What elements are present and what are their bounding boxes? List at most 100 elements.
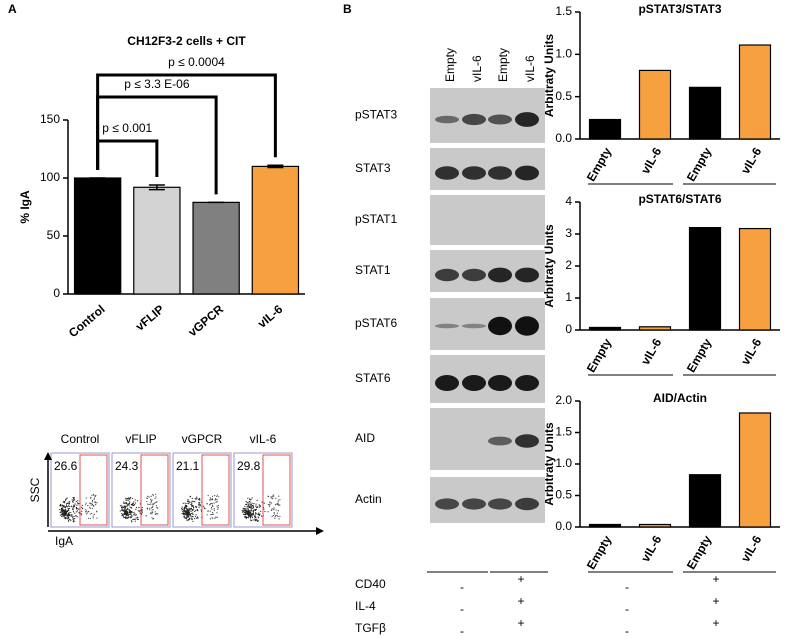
y-tick-label: 1.5	[555, 4, 572, 18]
flow-dot	[73, 505, 75, 508]
blot-band	[435, 268, 459, 282]
flow-dot	[123, 505, 126, 507]
blot-row-label: Actin	[355, 492, 382, 506]
flow-dot	[70, 511, 72, 514]
lane-label: vIL-6	[470, 55, 484, 82]
flow-dot	[63, 506, 65, 508]
flow-dot	[276, 503, 278, 505]
lane-label: Empty	[443, 48, 457, 82]
flow-dot	[245, 503, 247, 506]
flow-dot	[196, 496, 198, 498]
flow-dot	[126, 505, 128, 508]
flow-dot	[77, 503, 79, 505]
flow-dot	[75, 515, 77, 517]
flow-dot	[196, 497, 198, 499]
blot-row-label: pSTAT6	[355, 316, 398, 330]
flow-dot	[267, 511, 269, 513]
flow-dot	[92, 493, 95, 496]
flow-dot	[245, 516, 248, 518]
flow-dot	[122, 513, 124, 516]
flow-dot	[277, 503, 279, 505]
flow-dot	[273, 507, 275, 509]
blot-band	[462, 498, 486, 510]
flow-dot	[211, 513, 213, 516]
flow-dot	[150, 500, 153, 502]
flow-dot	[189, 495, 192, 497]
flow-dot	[256, 506, 259, 508]
flow-dot	[198, 503, 200, 505]
flow-dot	[136, 500, 139, 502]
flow-dot	[124, 513, 127, 515]
flow-dot	[152, 495, 154, 497]
flow-dot	[150, 512, 152, 514]
y-axis-label: % IgA	[18, 190, 32, 224]
flow-dot	[244, 510, 246, 512]
flow-dot	[191, 502, 193, 504]
bar	[638, 69, 672, 140]
flow-dot	[136, 518, 139, 520]
y-tick-label: 150	[40, 112, 60, 126]
flow-dot	[275, 514, 277, 517]
flow-dot	[189, 513, 191, 516]
flow-dot	[198, 504, 200, 506]
flow-dot	[277, 516, 279, 518]
flow-dot	[135, 508, 137, 510]
flow-dot	[151, 517, 153, 519]
flow-dot	[263, 508, 265, 510]
y-tick-label: 0.0	[555, 519, 572, 533]
flow-dot	[255, 519, 257, 522]
flow-dot	[66, 510, 68, 513]
flow-dot	[89, 507, 91, 509]
flow-dot	[78, 508, 80, 510]
treatment-label: IL-4	[355, 599, 376, 613]
flow-dot	[254, 518, 256, 520]
blot-row-label: STAT3	[355, 161, 391, 175]
flow-dot	[199, 498, 201, 500]
y-tick-label: 1.0	[555, 47, 572, 61]
flow-dot	[71, 499, 73, 501]
flow-dot	[275, 509, 277, 511]
flow-percent: 21.1	[176, 459, 200, 473]
flow-dot	[186, 508, 188, 511]
flow-dot	[134, 520, 136, 522]
flow-dots	[241, 494, 281, 522]
flow-dot	[126, 504, 129, 506]
flow-dot	[248, 510, 250, 512]
flow-dot	[202, 505, 205, 507]
flow-dot	[243, 508, 246, 510]
flow-dot	[128, 504, 130, 506]
flow-dot	[155, 513, 157, 516]
y-tick-label: 0.0	[555, 131, 572, 145]
flow-dot	[261, 501, 263, 503]
flow-dot	[188, 510, 190, 512]
flow-sample: Control	[61, 432, 100, 446]
flow-dot	[138, 507, 140, 509]
flow-dot	[139, 512, 141, 514]
treatment-sign: +	[712, 616, 719, 630]
blot-band	[488, 375, 512, 391]
flow-dot	[194, 510, 196, 512]
flow-dot	[248, 511, 250, 513]
flow-dot	[152, 508, 154, 511]
flow-dot	[77, 508, 79, 510]
flow-dot	[60, 511, 62, 513]
flow-dot	[188, 503, 190, 505]
flow-dot	[196, 509, 199, 511]
flow-dot	[251, 497, 253, 499]
blot-band	[462, 375, 486, 391]
flow-dot	[268, 505, 271, 507]
flow-dot	[184, 507, 186, 509]
flow-dot	[72, 521, 74, 523]
flow-dot	[251, 506, 253, 508]
flow-dot	[186, 514, 188, 516]
flow-dot	[129, 498, 131, 500]
flow-dot	[134, 503, 136, 506]
y-tick-label: 2	[565, 258, 572, 272]
flow-dot	[182, 509, 185, 511]
flow-dot	[132, 518, 134, 520]
flow-dot	[65, 513, 67, 515]
bar	[688, 474, 722, 528]
flow-dot	[155, 501, 157, 503]
flow-dot	[134, 502, 137, 504]
blot-row-label: AID	[355, 431, 375, 445]
